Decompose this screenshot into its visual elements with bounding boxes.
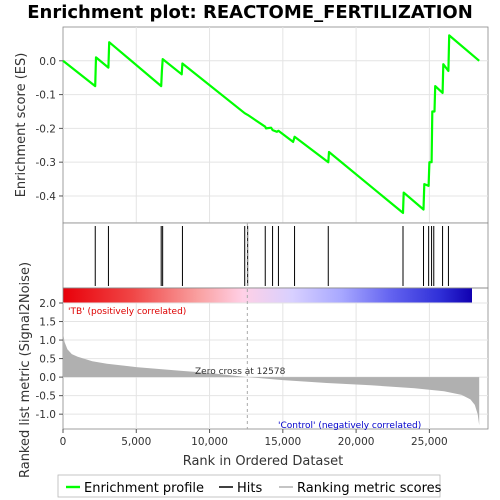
rank-y-axis-label: Ranked list metric (Signal2Noise) (18, 262, 33, 478)
rank-y-tick-label: -0.5 (36, 391, 57, 403)
es-y-tick-label: 0.0 (39, 56, 56, 68)
rank-x-ticks: 0 5,000 10,000 15,000 20,000 25,000 (60, 429, 448, 448)
x-tick-label: 10,000 (191, 436, 228, 448)
positive-correlation-label: 'TB' (positively correlated) (68, 307, 186, 317)
rank-y-tick-label: 0.5 (39, 354, 56, 366)
zero-cross-label: Zero cross at 12578 (195, 367, 286, 377)
es-y-tick-label: -0.1 (36, 90, 57, 102)
negative-correlation-label: 'Control' (negatively correlated) (278, 421, 421, 431)
rank-y-tick-label: -1.0 (36, 409, 57, 421)
x-tick-label: 0 (60, 436, 67, 448)
es-gridlines (63, 27, 488, 223)
x-tick-label: 25,000 (411, 436, 448, 448)
legend-enrichment-label: Enrichment profile (84, 481, 204, 496)
rank-y-ticks: 2.0 1.5 1.0 0.5 0.0 -0.5 -1.0 (36, 298, 63, 421)
es-y-tick-label: -0.3 (36, 157, 57, 169)
x-tick-label: 20,000 (338, 436, 375, 448)
x-tick-label: 5,000 (121, 436, 151, 448)
ranking-metric-area (63, 332, 480, 426)
hits-panel-frame (62, 222, 489, 289)
rank-panel-frame (62, 302, 489, 430)
legend-hits-label: Hits (237, 481, 262, 496)
legend-box (57, 474, 441, 498)
rank-y-tick-label: 0.0 (39, 372, 56, 384)
rank-y-tick-label: 1.0 (39, 335, 56, 347)
x-tick-label: 15,000 (264, 436, 301, 448)
legend-ranking-label: Ranking metric scores (297, 481, 442, 496)
es-y-tick-label: -0.2 (36, 123, 57, 135)
es-y-axis-label: Enrichment score (ES) (14, 53, 29, 198)
enrichment-profile-line (62, 34, 480, 214)
rank-y-tick-label: 2.0 (39, 298, 56, 310)
chart-title: Enrichment plot: REACTOME_FERTILIZATION (27, 2, 473, 23)
es-panel-frame (62, 26, 489, 224)
es-y-tick-label: -0.4 (36, 191, 57, 203)
hit-markers (94, 226, 449, 286)
rank-y-tick-label: 1.5 (39, 317, 56, 329)
x-axis-label: Rank in Ordered Dataset (183, 454, 344, 469)
es-y-ticks: 0.0 -0.1 -0.2 -0.3 -0.4 (36, 56, 63, 203)
rank-color-bar (63, 288, 472, 303)
